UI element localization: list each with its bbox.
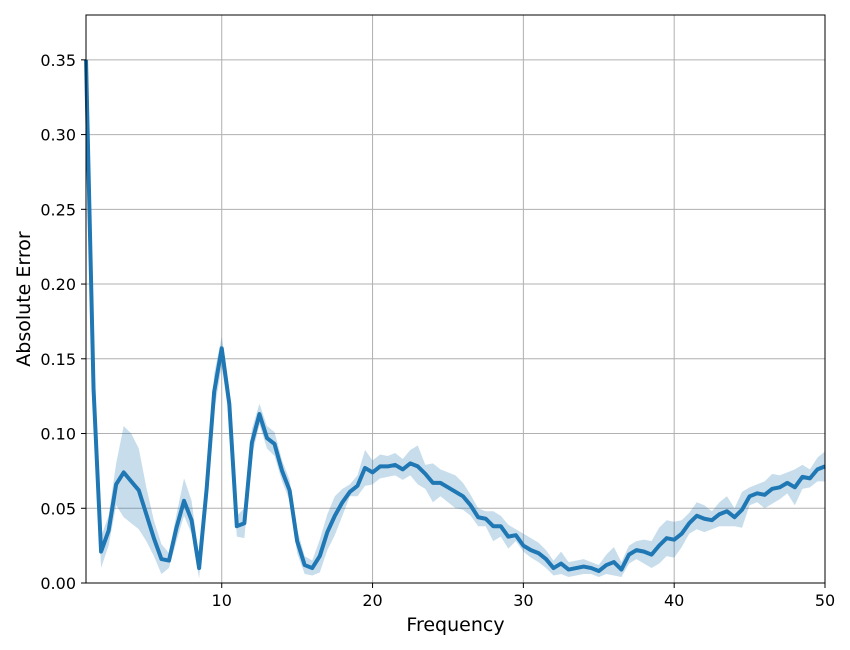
y-tick-label-5: 0.25 <box>40 200 76 219</box>
confidence-band-0 <box>86 59 825 579</box>
y-tick-label-1: 0.05 <box>40 499 76 518</box>
y-axis-ticks: 0.00 0.05 0.10 0.15 0.20 0.25 0.30 0.35 <box>40 51 86 593</box>
x-tick-label-0: 10 <box>212 591 232 610</box>
y-axis-label: Absolute Error <box>13 231 35 367</box>
x-tick-label-2: 30 <box>513 591 533 610</box>
plot-frame <box>85 14 826 584</box>
x-axis-label: Frequency <box>406 614 504 636</box>
x-axis-ticks: 10 20 30 40 50 <box>212 583 835 610</box>
x-tick-label-3: 40 <box>664 591 684 610</box>
y-tick-label-3: 0.15 <box>40 350 76 369</box>
y-tick-label-0: 0.00 <box>40 574 76 593</box>
y-tick-label-2: 0.10 <box>40 425 76 444</box>
plot-area <box>84 59 826 579</box>
y-tick-label-7: 0.35 <box>40 51 76 70</box>
series-line-0 <box>84 59 826 574</box>
x-tick-label-1: 20 <box>362 591 382 610</box>
y-tick-label-6: 0.30 <box>40 126 76 145</box>
y-tick-label-4: 0.20 <box>40 275 76 294</box>
x-tick-label-4: 50 <box>815 591 835 610</box>
